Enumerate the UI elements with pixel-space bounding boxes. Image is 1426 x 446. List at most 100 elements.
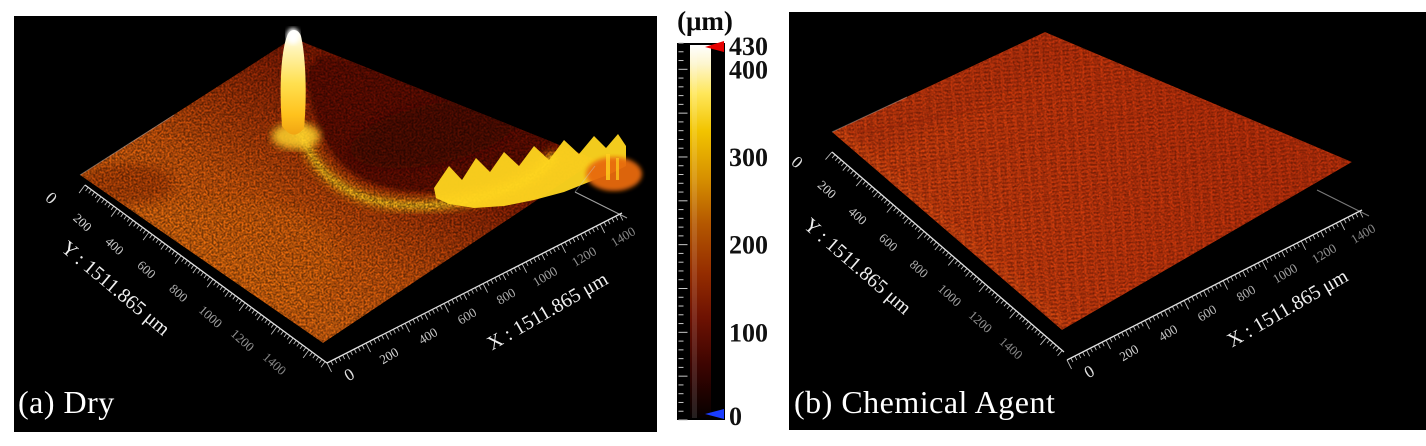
- panel-b-y-axis-tick: [911, 223, 916, 228]
- panel-a-x-axis-tick: [576, 235, 580, 241]
- panel-a-x-axis-tick: [552, 247, 556, 253]
- panel-a-y-axis-tick: [181, 257, 185, 262]
- panel-b-x-axis-tick: [1117, 334, 1121, 339]
- panel-a-y-axis-tick: [206, 276, 211, 281]
- panel-b-y-axis-tick: [883, 199, 888, 204]
- panel-b-x-axis-tick: [1109, 337, 1113, 343]
- panel-a-y-axis-tick: [88, 189, 92, 194]
- panel-b-x-axis-tick: [1320, 230, 1325, 238]
- panel-b-x-axis-tick: [1285, 248, 1288, 254]
- panel-b-x-axis-tick: [1195, 294, 1199, 299]
- panel-a-x-axis-tick: [361, 344, 365, 350]
- panel-a-y-axis-tick: [232, 295, 236, 300]
- panel-b-x-axis-tick: [1238, 272, 1242, 277]
- panel-a-y-axis-tick: [101, 198, 105, 204]
- panel-a-y-axis-tick: [197, 269, 201, 274]
- panel-b-y-axis-tick: [1052, 344, 1057, 349]
- panel-b-x-axis-tick: [1207, 288, 1210, 293]
- panel-b-y-axis-tick: [1025, 321, 1029, 326]
- panel-a-y-axis-tick: [296, 342, 300, 347]
- panel-a-x-axis-tick: [599, 223, 606, 234]
- panel-a-y-axis-tick: [224, 290, 230, 297]
- panel-b-x-axis-tick: [1351, 214, 1355, 220]
- panel-b-y-axis-tick: [1031, 326, 1035, 331]
- panel-b-x-axis-tick: [1296, 242, 1300, 248]
- panel-a-x-axis-tick: [521, 263, 528, 273]
- panel-a-y-axis-tick: [256, 314, 262, 321]
- panel-b-x-axis-tick: [1257, 262, 1261, 267]
- panel-b-y-axis-tick: [1009, 307, 1014, 312]
- panel-a-y-axis-tick: [222, 288, 227, 293]
- panel-b-y-axis-tick: [954, 260, 959, 265]
- panel-a-caption: (a) Dry: [18, 384, 115, 420]
- panel-a-x-axis-tick: [603, 221, 607, 227]
- panel-a-y-axis-tick: [192, 267, 198, 274]
- colorbar-tick-label: 100: [729, 318, 768, 347]
- panel-a-x-axis-tick: [330, 360, 334, 366]
- right-corner-bracket: [574, 165, 628, 219]
- panel-a-x-axis-tick: [428, 311, 431, 316]
- panel-b-y-axis-tick: [877, 194, 882, 199]
- panel-b-x-axis-tick: [1156, 314, 1160, 319]
- panel-a-y-axis-tick: [254, 311, 259, 317]
- panel-a-x-axis-tick: [560, 243, 567, 254]
- panel-a-y-axis-tick: [286, 335, 291, 340]
- panel-b-x-axis-tick: [1090, 347, 1093, 353]
- panel-a-y-axis-tick: [229, 293, 233, 298]
- panel-b-y-axis-tick: [850, 170, 854, 175]
- panel-a-y-axis-tick: [126, 217, 131, 222]
- panel-b-y-axis-tick: [957, 262, 962, 267]
- panel-b-x-axis-tick: [1132, 326, 1136, 331]
- panel-b-y-axis-tick: [1055, 347, 1060, 352]
- panel-a-y-axis-tick: [107, 203, 111, 208]
- panel-a-x-axis-tick: [459, 295, 463, 300]
- panel-a-x-axis-tick: [342, 354, 346, 360]
- panel-a-x-axis-tick: [431, 309, 435, 314]
- panel-a-x-axis-tick: [502, 273, 507, 281]
- panel-b-y-axis-tick: [825, 151, 833, 160]
- panel-a-x-axis-tick: [517, 265, 521, 270]
- panel-a-x-axis-tick: [615, 215, 619, 221]
- panel-a-y-axis-tick: [270, 323, 275, 328]
- debris-peak: [280, 30, 306, 135]
- panel-a-x-axis-tick: [463, 293, 468, 300]
- panel-b-y-axis-tick: [873, 191, 879, 198]
- panel-a-y-axis-tick: [171, 250, 176, 255]
- panel-b-x-axis-tick: [1242, 270, 1247, 278]
- panel-a-x-axis-tick: [572, 237, 576, 243]
- panel-b-surface-plot: 0200400600800100012001400020040060080010…: [789, 12, 1426, 430]
- panel-b-x-axis-tick: [1078, 353, 1082, 359]
- panel-a-x-axis-tick: [588, 229, 591, 235]
- panel-a-y-axis-tick: [168, 248, 172, 253]
- panel-b-x-axis-tick: [1339, 220, 1346, 231]
- colorbar-unit-label: (μm): [677, 6, 733, 36]
- panel-a-x-axis-tick: [486, 281, 490, 286]
- panel-b-y-axis-tick: [862, 180, 867, 185]
- panel-a-x-axis-tick: [467, 291, 470, 296]
- panel-b-y-axis-tick: [978, 283, 986, 293]
- panel-a-x-axis-tick: [396, 327, 400, 332]
- colorbar-tick-label: 400: [729, 55, 768, 84]
- panel-a-y-axis-tick: [133, 222, 137, 227]
- panel-b-y-axis-tick: [837, 159, 842, 164]
- panel-a-x-axis-tick: [357, 346, 361, 352]
- panel-a-x-axis-tick: [412, 319, 416, 324]
- panel-a-y-axis-tick: [277, 328, 281, 333]
- panel-b-y-axis-tick: [887, 201, 891, 206]
- panel-b-x-axis-tick: [1183, 300, 1190, 310]
- panel-a-x-axis-tick: [377, 337, 381, 342]
- panel-a-x-axis-tick: [478, 285, 482, 290]
- panel-b-y-axis-tick: [847, 167, 851, 172]
- panel-a-x-axis-tick: [537, 255, 541, 261]
- panel-a-y-axis-tick: [261, 316, 265, 321]
- panel-b-y-axis-tick: [972, 276, 977, 281]
- panel-b-y-axis-tick: [853, 172, 857, 177]
- panel-a-x-axis-tick: [455, 297, 459, 302]
- panel-b-x-axis-tick: [1335, 222, 1339, 228]
- panel-b-y-axis-tick: [1026, 323, 1032, 330]
- panel-a-y-axis-tick: [288, 337, 294, 344]
- panel-b-x-axis-tick: [1105, 339, 1111, 350]
- panel-b-x-axis-tick: [1168, 308, 1171, 313]
